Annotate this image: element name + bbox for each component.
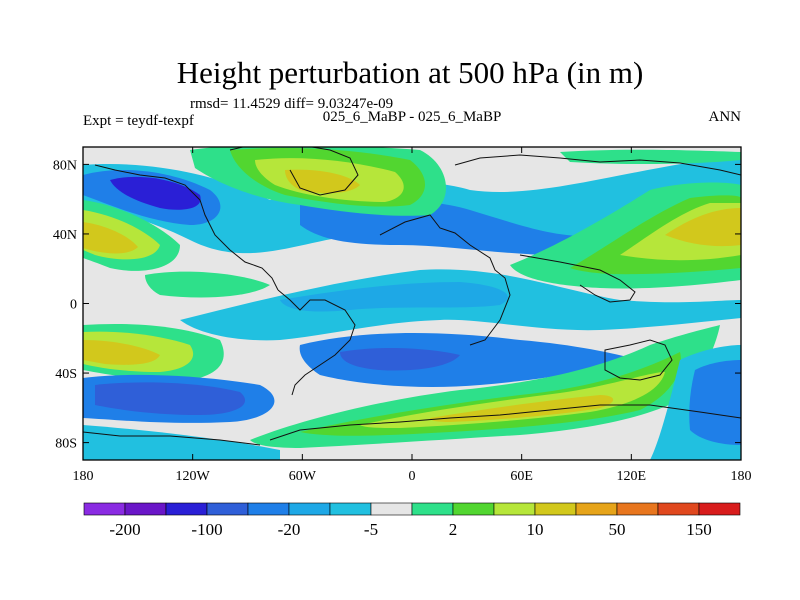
contour-region bbox=[145, 271, 270, 298]
y-tick-label: 0 bbox=[70, 298, 77, 313]
x-tick-label: 120W bbox=[176, 469, 211, 484]
colorbar-swatch bbox=[657, 502, 700, 516]
contour-region bbox=[83, 425, 280, 460]
contour-region bbox=[665, 208, 741, 247]
colorbar-swatch bbox=[698, 502, 741, 516]
colorbar-label: -100 bbox=[191, 520, 222, 539]
y-axis: 80N 40N 0 40S 80S bbox=[53, 158, 741, 452]
contour-region bbox=[300, 352, 681, 436]
plot-title: Height perturbation at 500 hPa (in m) bbox=[177, 55, 644, 90]
x-axis: 180 120W 60W 0 60E 120E 180 bbox=[73, 147, 752, 484]
y-tick-label: 80S bbox=[55, 437, 77, 452]
colorbar-swatch bbox=[411, 502, 454, 516]
contour-region bbox=[280, 282, 508, 312]
contour-region bbox=[83, 222, 138, 254]
colorbar-swatch bbox=[206, 502, 249, 516]
x-tick-label: 0 bbox=[409, 469, 416, 484]
contour-region bbox=[95, 382, 246, 415]
colorbar-swatch bbox=[493, 502, 536, 516]
colorbar-swatch bbox=[534, 502, 577, 516]
colorbar-label: -200 bbox=[109, 520, 140, 539]
colorbar-swatch bbox=[329, 502, 372, 516]
contour-region bbox=[285, 169, 360, 194]
colorbar-swatch bbox=[616, 502, 659, 516]
x-tick-label: 180 bbox=[73, 469, 94, 484]
x-tick-label: 60E bbox=[510, 469, 533, 484]
season-label: ANN bbox=[709, 109, 742, 125]
contour-region bbox=[360, 372, 665, 428]
contour-region bbox=[560, 149, 741, 165]
colorbar-swatch bbox=[452, 502, 495, 516]
colorbar: -200 -100 -20 -5 2 10 50 150 bbox=[83, 502, 741, 539]
colorbar-swatch bbox=[288, 502, 331, 516]
contour-region bbox=[299, 333, 640, 387]
contour-region bbox=[430, 395, 614, 422]
colorbar-swatch bbox=[83, 502, 126, 516]
colorbar-label: 10 bbox=[527, 520, 544, 539]
coastlines bbox=[83, 147, 741, 446]
y-tick-label: 80N bbox=[53, 158, 77, 173]
colorbar-swatch bbox=[247, 502, 290, 516]
colorbar-swatch bbox=[124, 502, 167, 516]
stats-label: rmsd= 11.4529 diff= 9.03247e-09 bbox=[190, 96, 393, 112]
colorbar-swatch bbox=[165, 502, 208, 516]
contour-region bbox=[110, 176, 201, 210]
x-tick-label: 60W bbox=[289, 469, 317, 484]
colorbar-label: -5 bbox=[364, 520, 378, 539]
colorbar-swatch bbox=[575, 502, 618, 516]
map-area bbox=[83, 147, 741, 460]
contour-region bbox=[340, 348, 460, 371]
contour-region bbox=[689, 360, 741, 445]
colorbar-label: 2 bbox=[449, 520, 458, 539]
colorbar-swatch bbox=[370, 502, 413, 516]
y-tick-label: 40N bbox=[53, 228, 77, 243]
colorbar-label: 50 bbox=[609, 520, 626, 539]
y-tick-label: 40S bbox=[55, 367, 77, 382]
case-label: 025_6_MaBP - 025_6_MaBP bbox=[323, 109, 502, 125]
x-tick-label: 120E bbox=[617, 469, 647, 484]
x-tick-label: 180 bbox=[731, 469, 752, 484]
colorbar-label: -20 bbox=[278, 520, 301, 539]
contour-region bbox=[83, 340, 160, 365]
colorbar-label: 150 bbox=[686, 520, 712, 539]
experiment-label: Expt = teydf-texpf bbox=[83, 113, 194, 129]
